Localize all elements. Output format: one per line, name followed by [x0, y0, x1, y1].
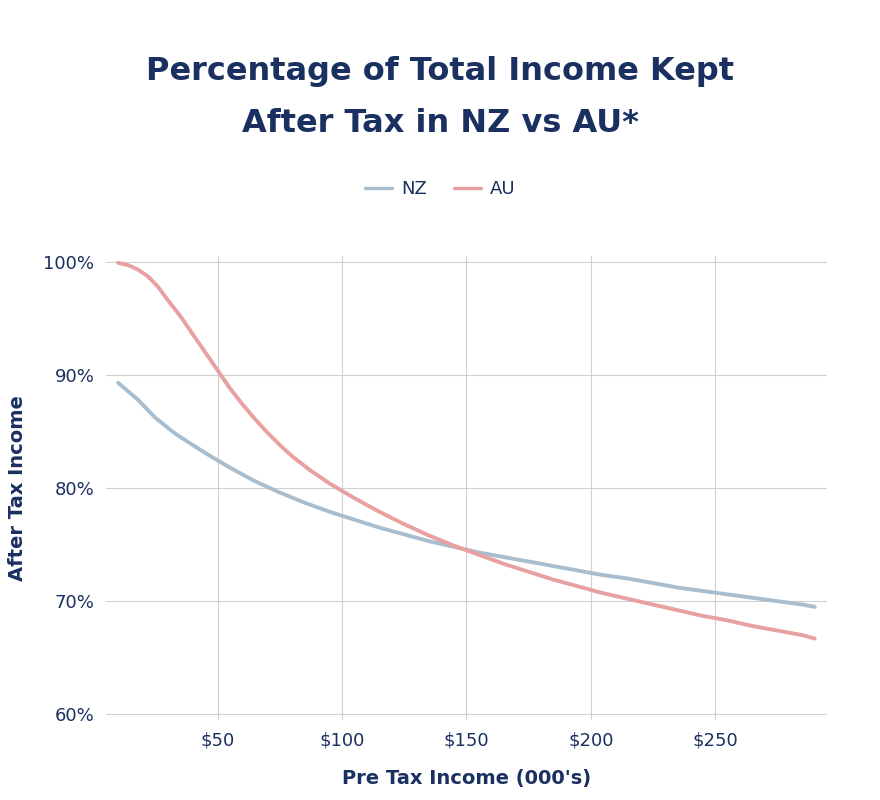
Text: Percentage of Total Income Kept: Percentage of Total Income Kept	[146, 56, 734, 87]
AU	[324, 478, 334, 488]
AU	[797, 630, 808, 640]
NZ	[648, 578, 658, 588]
AU	[250, 414, 260, 424]
NZ	[424, 536, 435, 546]
Y-axis label: After Tax Income: After Tax Income	[8, 395, 26, 581]
NZ	[324, 507, 334, 517]
AU	[262, 428, 273, 438]
AU	[623, 594, 634, 604]
AU	[722, 616, 733, 626]
AU	[498, 559, 509, 569]
NZ	[722, 590, 733, 599]
AU	[424, 530, 435, 540]
AU	[548, 575, 559, 585]
AU	[275, 440, 285, 450]
AU	[152, 282, 163, 291]
AU	[399, 519, 409, 529]
NZ	[498, 552, 509, 562]
NZ	[374, 523, 385, 533]
NZ	[275, 488, 285, 498]
AU	[238, 399, 248, 409]
NZ	[772, 596, 782, 606]
AU	[200, 347, 210, 357]
AU	[287, 451, 297, 461]
AU	[212, 366, 223, 375]
X-axis label: Pre Tax Income (000's): Pre Tax Income (000's)	[341, 769, 591, 787]
AU	[524, 567, 534, 577]
AU	[187, 330, 198, 339]
NZ	[113, 378, 123, 387]
NZ	[698, 586, 708, 596]
NZ	[299, 498, 310, 507]
NZ	[449, 542, 459, 552]
NZ	[187, 440, 198, 450]
AU	[374, 507, 385, 517]
AU	[304, 465, 315, 474]
NZ	[672, 582, 683, 592]
NZ	[133, 395, 143, 405]
AU	[133, 265, 143, 274]
NZ	[524, 557, 534, 566]
AU	[473, 550, 484, 559]
AU	[698, 611, 708, 621]
Line: NZ: NZ	[118, 382, 815, 607]
AU	[113, 258, 123, 267]
NZ	[473, 548, 484, 558]
NZ	[150, 413, 161, 422]
NZ	[623, 574, 634, 583]
AU	[224, 384, 235, 394]
AU	[598, 589, 609, 598]
AU	[449, 541, 459, 550]
NZ	[797, 600, 808, 610]
NZ	[548, 562, 559, 571]
AU	[143, 271, 153, 281]
AU	[175, 311, 186, 321]
NZ	[349, 515, 360, 525]
NZ	[573, 566, 583, 575]
AU	[122, 260, 133, 270]
AU	[747, 622, 758, 631]
AU	[349, 494, 360, 503]
Text: After Tax in NZ vs AU*: After Tax in NZ vs AU*	[242, 108, 638, 139]
NZ	[810, 602, 820, 612]
NZ	[250, 477, 260, 486]
NZ	[224, 463, 235, 473]
AU	[672, 606, 683, 615]
AU	[163, 295, 173, 305]
AU	[648, 600, 658, 610]
NZ	[170, 429, 180, 438]
AU	[573, 582, 583, 591]
Legend: NZ, AU: NZ, AU	[357, 173, 523, 206]
AU	[772, 626, 782, 635]
NZ	[399, 530, 409, 539]
Line: AU: AU	[118, 262, 815, 638]
NZ	[747, 593, 758, 602]
NZ	[208, 453, 218, 462]
NZ	[598, 570, 609, 580]
AU	[810, 634, 820, 643]
